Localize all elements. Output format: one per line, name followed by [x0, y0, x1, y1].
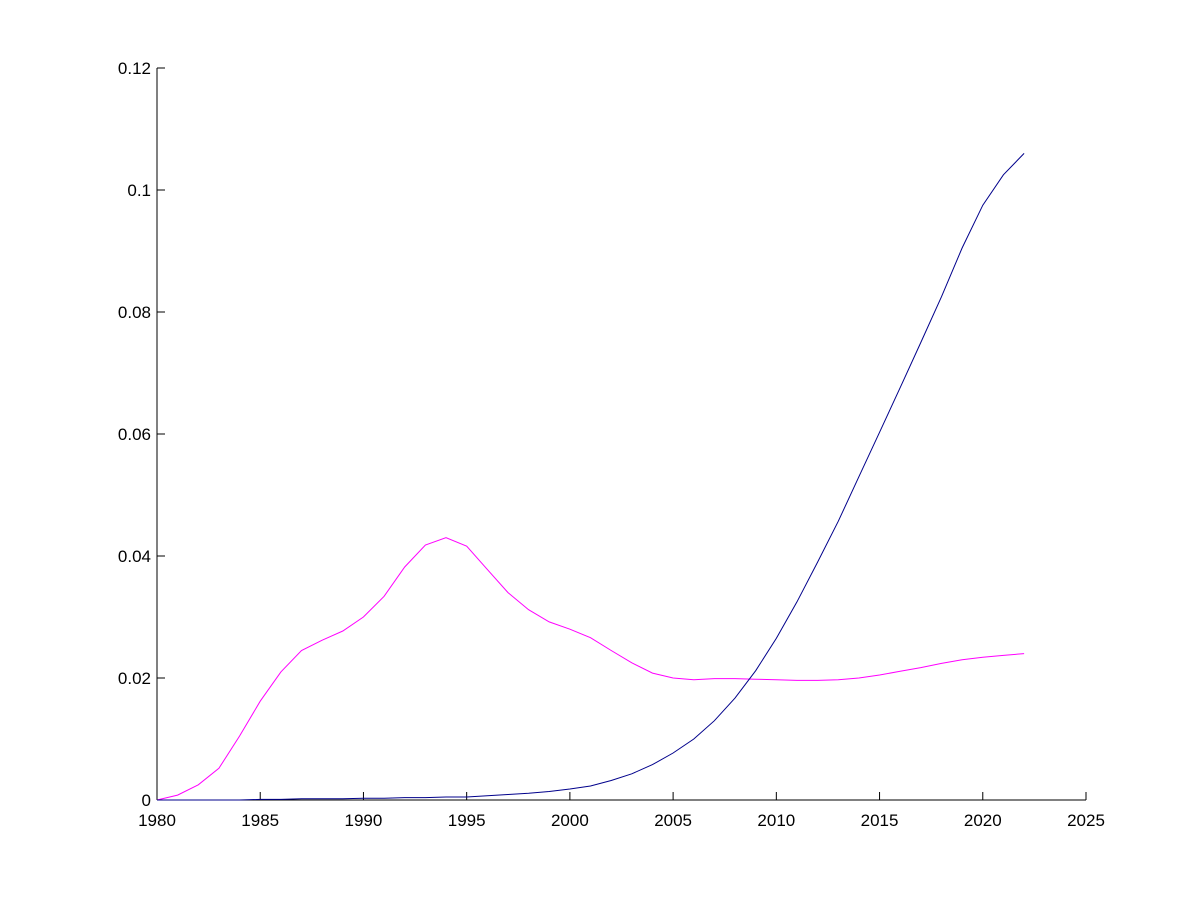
x-tick-label: 2005 — [654, 811, 692, 830]
x-tick-label: 2000 — [551, 811, 589, 830]
y-tick-label: 0.04 — [118, 547, 151, 566]
y-tick-label: 0.02 — [118, 669, 151, 688]
x-tick-label: 2015 — [861, 811, 899, 830]
series-line-1 — [156, 537, 1025, 801]
x-tick-label: 2025 — [1067, 811, 1105, 830]
y-tick-label: 0.06 — [118, 425, 151, 444]
x-tick-label: 1980 — [138, 811, 176, 830]
y-tick-label: 0.12 — [118, 59, 151, 78]
x-tick-label: 1990 — [345, 811, 383, 830]
y-tick-label: 0.08 — [118, 303, 151, 322]
series-line-2 — [157, 153, 1025, 801]
series-layer — [156, 153, 1025, 801]
tick-labels: 1980 1985 1990 1995 2000 2005 2010 2015 2020 2025… — [118, 59, 1105, 830]
x-tick-label: 1985 — [241, 811, 279, 830]
y-tick-label: 0 — [142, 791, 151, 810]
x-tick-label: 1995 — [448, 811, 486, 830]
axes — [156, 67, 1087, 801]
x-tick-label: 2010 — [757, 811, 795, 830]
x-tick-label: 2020 — [964, 811, 1002, 830]
y-tick-label: 0.1 — [127, 181, 151, 200]
